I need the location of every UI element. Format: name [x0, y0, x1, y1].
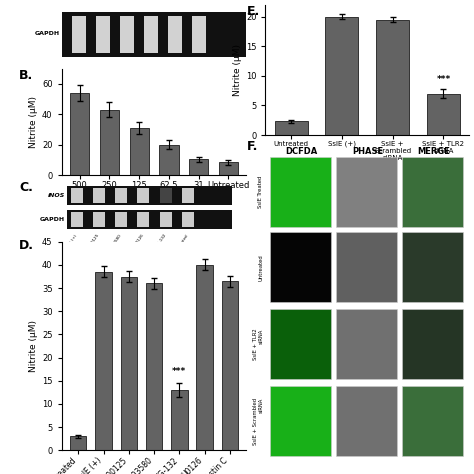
- Y-axis label: Nitrite (µM): Nitrite (µM): [29, 320, 38, 372]
- Bar: [171, 390, 188, 450]
- Bar: [401, 309, 463, 379]
- Bar: [70, 93, 90, 175]
- Y-axis label: Nitrite (µM): Nitrite (µM): [233, 44, 242, 96]
- Bar: [270, 386, 331, 456]
- Bar: [100, 110, 119, 175]
- Text: B.: B.: [19, 69, 33, 82]
- Bar: [95, 272, 112, 450]
- Bar: [160, 212, 172, 227]
- Text: C.: C.: [19, 181, 33, 194]
- Bar: [115, 212, 127, 227]
- Text: Untreated: Untreated: [174, 234, 189, 253]
- Text: D.: D.: [19, 239, 34, 252]
- Bar: [270, 157, 331, 227]
- Text: SsIE (+): SsIE (+): [65, 234, 78, 249]
- Text: PHASE: PHASE: [352, 147, 383, 156]
- Bar: [401, 386, 463, 456]
- Bar: [146, 283, 162, 450]
- Bar: [67, 210, 232, 229]
- Bar: [71, 212, 83, 227]
- Text: E.: E.: [246, 5, 260, 18]
- Text: SsIE + SP600125: SsIE + SP600125: [77, 234, 100, 265]
- Bar: [401, 157, 463, 227]
- Text: MERGE: MERGE: [417, 147, 450, 156]
- Bar: [93, 188, 105, 203]
- Text: ***: ***: [437, 75, 451, 84]
- Bar: [222, 281, 238, 450]
- Bar: [336, 386, 397, 456]
- Bar: [120, 276, 137, 450]
- Text: GAPDH: GAPDH: [35, 31, 60, 36]
- Bar: [336, 309, 397, 379]
- Bar: [129, 128, 149, 175]
- Bar: [189, 159, 209, 175]
- Bar: [93, 212, 105, 227]
- Bar: [270, 309, 331, 379]
- Bar: [270, 232, 331, 302]
- Bar: [160, 188, 172, 203]
- Text: SsIE + TLR2
siRNA: SsIE + TLR2 siRNA: [253, 328, 264, 360]
- Bar: [159, 145, 179, 175]
- Bar: [137, 212, 149, 227]
- Bar: [96, 17, 109, 53]
- Bar: [137, 188, 149, 203]
- Bar: [427, 94, 460, 135]
- Bar: [336, 157, 397, 227]
- Text: SsIE Treated: SsIE Treated: [258, 176, 264, 208]
- Text: iNOS: iNOS: [48, 193, 65, 198]
- Text: SsIE + Scrambled
siRNA: SsIE + Scrambled siRNA: [253, 398, 264, 445]
- Text: Untreated: Untreated: [258, 254, 264, 281]
- Text: ***: ***: [172, 367, 186, 376]
- Bar: [182, 212, 194, 227]
- Bar: [401, 232, 463, 302]
- Bar: [144, 17, 158, 53]
- Bar: [326, 17, 358, 135]
- Text: GAPDH: GAPDH: [40, 217, 65, 222]
- Bar: [70, 437, 86, 450]
- Bar: [67, 186, 232, 205]
- Bar: [182, 188, 194, 203]
- Bar: [168, 17, 182, 53]
- Y-axis label: Nitrite (µM): Nitrite (µM): [29, 96, 38, 148]
- Bar: [196, 265, 213, 450]
- Bar: [72, 17, 86, 53]
- Bar: [71, 188, 83, 203]
- Bar: [219, 163, 238, 175]
- Text: SsIE + U0126: SsIE + U0126: [126, 234, 145, 259]
- Text: F.: F.: [246, 140, 258, 153]
- Bar: [336, 232, 397, 302]
- Text: DCFDA: DCFDA: [285, 147, 317, 156]
- Bar: [115, 188, 127, 203]
- Text: SsIE + SB203580: SsIE + SB203580: [99, 234, 123, 265]
- Bar: [192, 17, 206, 53]
- Bar: [62, 12, 246, 57]
- Text: SsIE + MG-132: SsIE + MG-132: [146, 234, 167, 261]
- Bar: [120, 17, 134, 53]
- Bar: [275, 121, 308, 135]
- X-axis label: SsIE (nM): SsIE (nM): [133, 194, 175, 203]
- Bar: [376, 19, 409, 135]
